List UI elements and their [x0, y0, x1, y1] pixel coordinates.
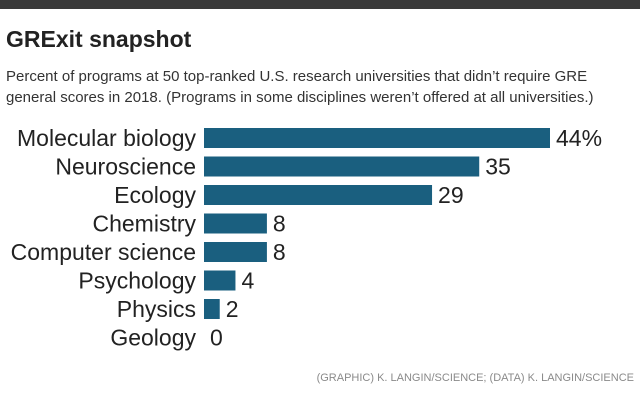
category-label-molecular-biology: Molecular biology	[17, 125, 196, 151]
category-label-geology: Geology	[110, 325, 196, 351]
bar-neuroscience	[204, 156, 480, 177]
bar-chemistry	[204, 213, 267, 234]
category-label-chemistry: Chemistry	[92, 211, 196, 237]
bar-ecology	[204, 185, 433, 205]
bar-psychology	[204, 270, 236, 291]
bar-chart: Molecular biology 44% Neuroscience 35 Ecolog…	[11, 125, 602, 351]
value-label-computer-science: 8	[273, 239, 286, 265]
top-rule	[0, 0, 640, 9]
bar-molecular-biology	[204, 128, 550, 148]
bar-physics	[204, 299, 220, 319]
category-label-ecology: Ecology	[114, 182, 196, 208]
value-label-ecology: 29	[438, 182, 464, 208]
source-credit: (GRAPHIC) K. LANGIN/SCIENCE; (DATA) K. L…	[316, 372, 634, 384]
chart-subtitle: Percent of programs at 50 top-ranked U.S…	[6, 68, 594, 106]
value-label-chemistry: 8	[273, 211, 286, 237]
value-label-neuroscience: 35	[485, 154, 511, 180]
category-label-computer-science: Computer science	[11, 239, 196, 265]
category-label-neuroscience: Neuroscience	[55, 154, 196, 180]
category-label-physics: Physics	[117, 296, 196, 322]
value-label-molecular-biology: 44%	[556, 125, 602, 151]
bar-computer-science	[204, 242, 267, 262]
value-label-psychology: 4	[241, 268, 254, 294]
chart-title: GRExit snapshot	[6, 26, 192, 52]
value-label-geology: 0	[210, 325, 223, 351]
value-label-physics: 2	[226, 296, 239, 322]
category-label-psychology: Psychology	[78, 268, 196, 294]
